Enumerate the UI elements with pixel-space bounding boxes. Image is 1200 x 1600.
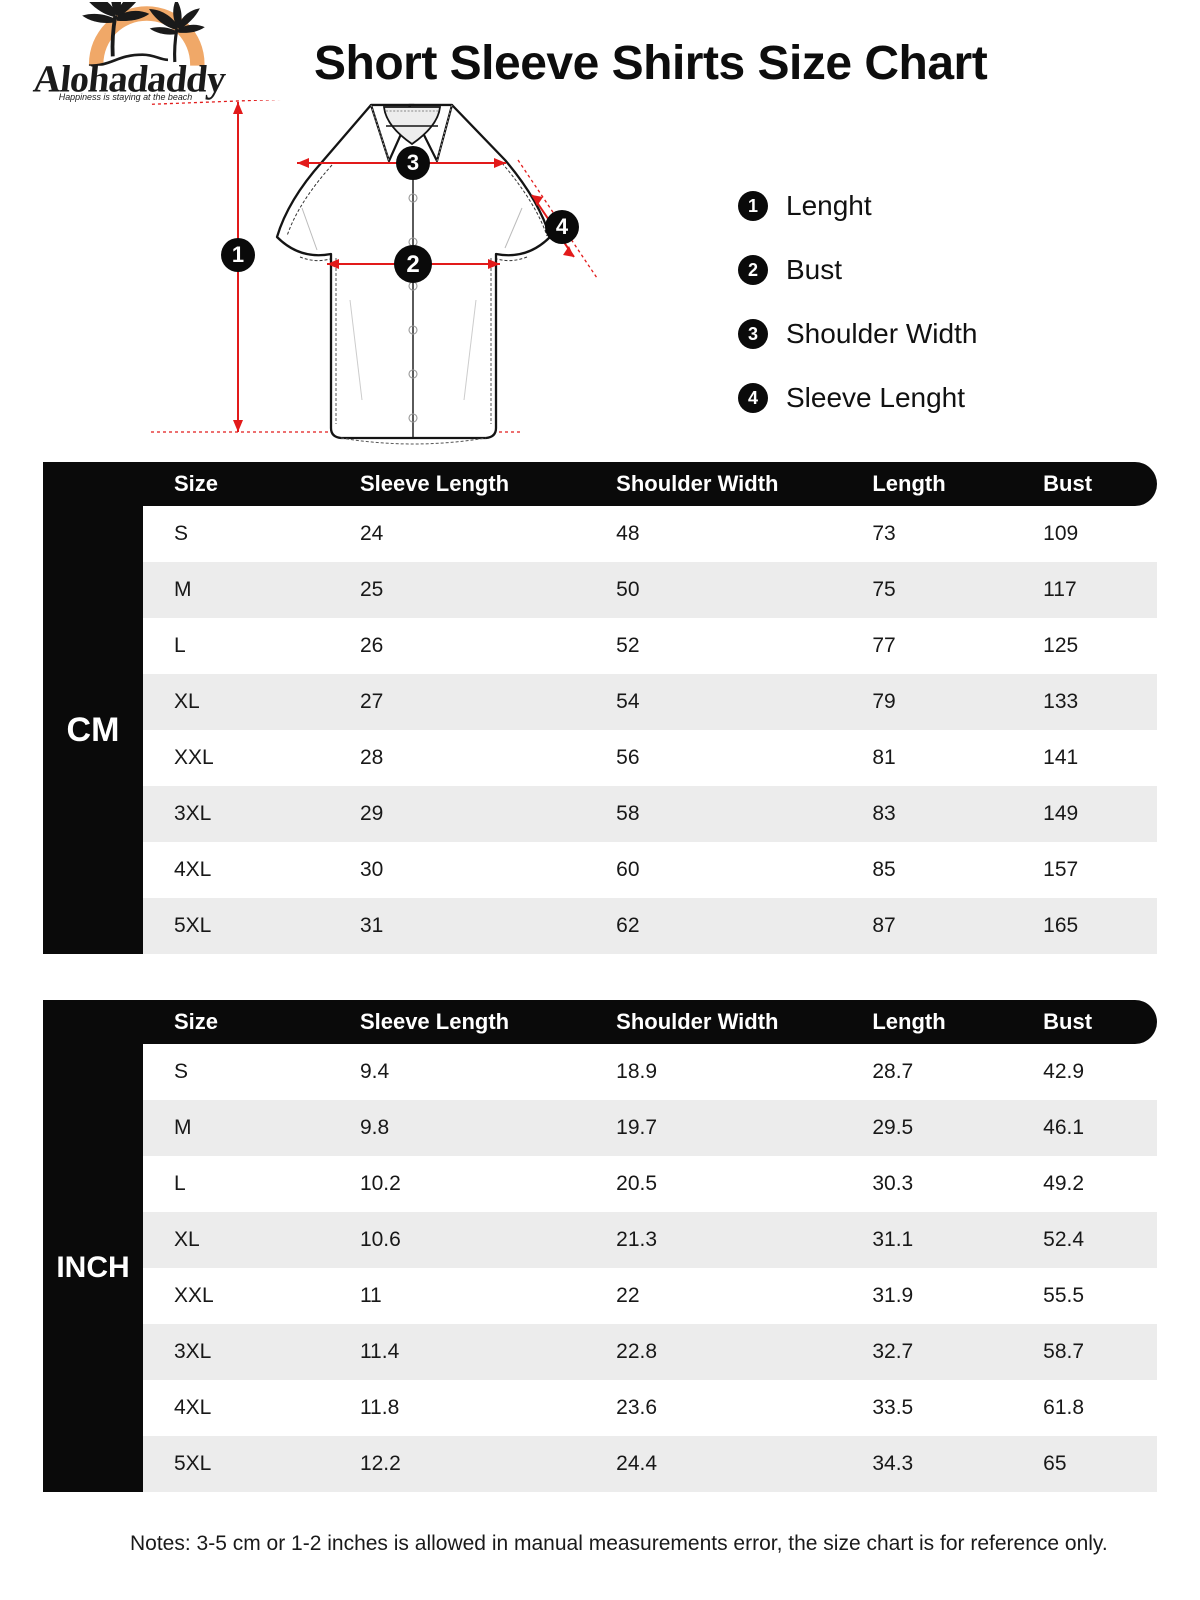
svg-text:1: 1 [232, 242, 244, 267]
svg-text:2: 2 [406, 251, 419, 278]
svg-text:4: 4 [556, 214, 569, 239]
svg-text:3: 3 [407, 150, 419, 175]
